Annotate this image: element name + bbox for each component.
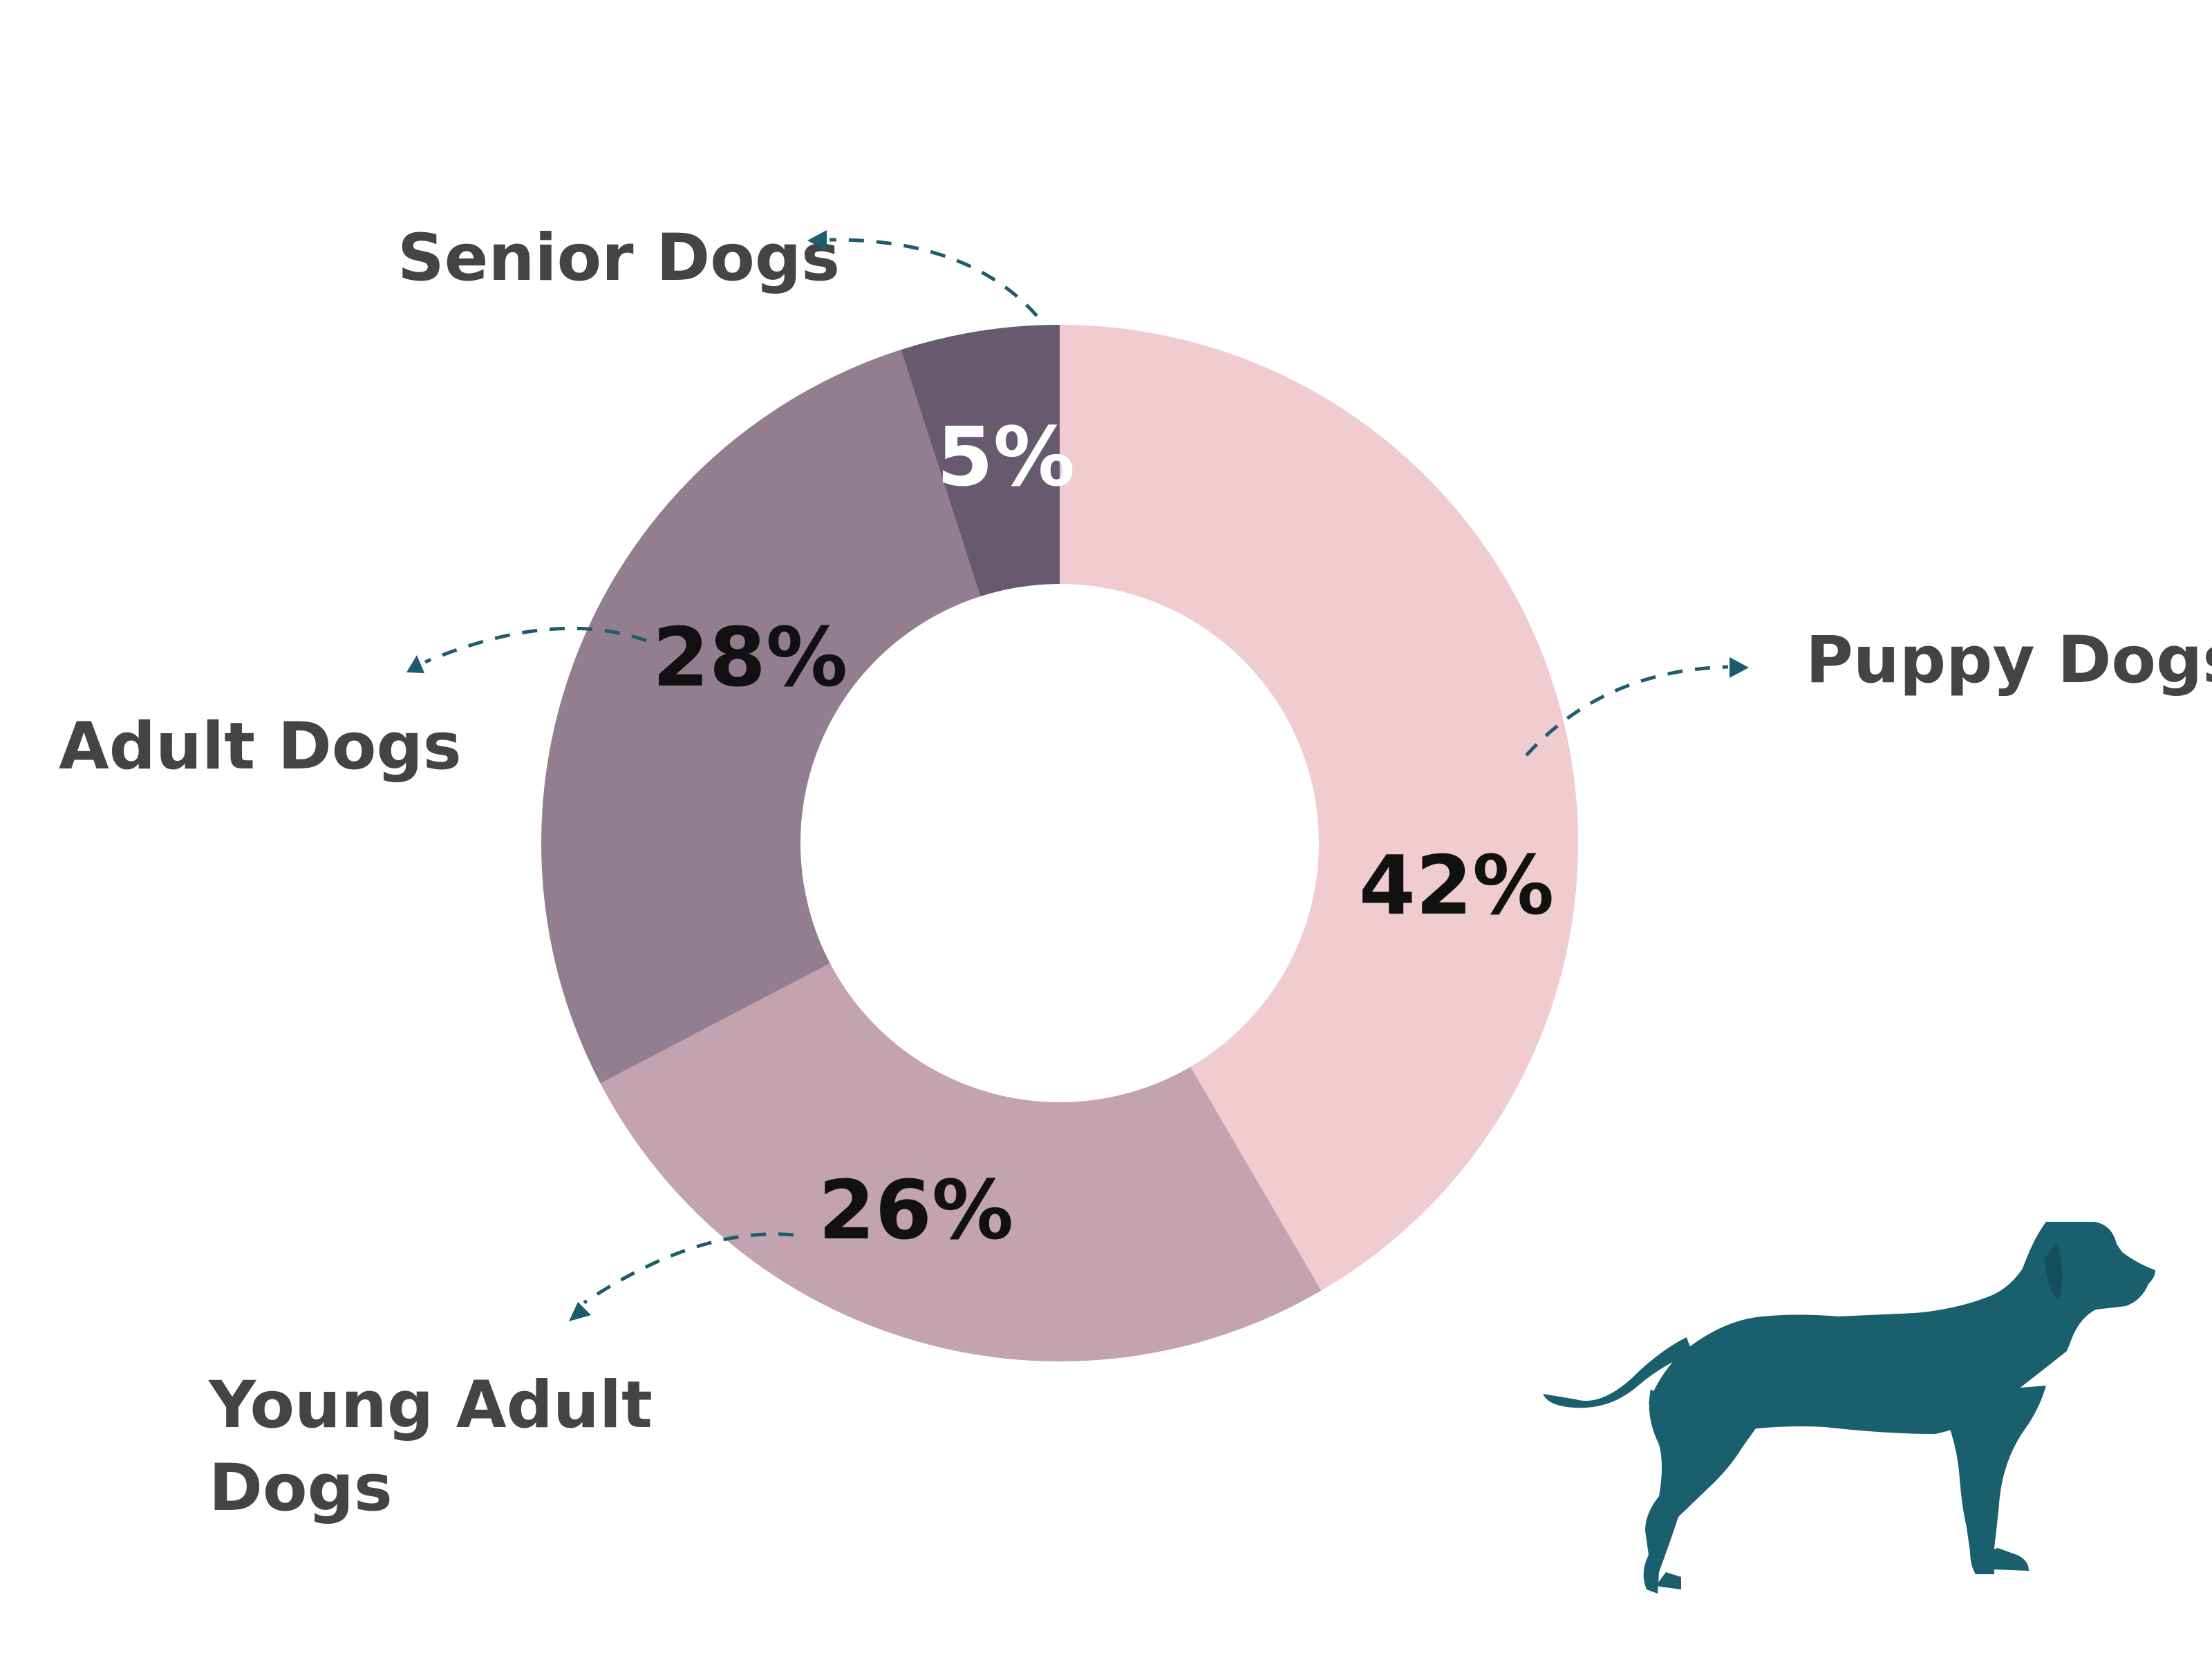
- leader-line-puppy-dogs: [1525, 665, 1729, 757]
- leader-line-senior-dogs: [829, 238, 1038, 317]
- category-labels: Puppy Dogs Young Adult Dogs Adult Dogs S…: [59, 220, 2212, 1526]
- category-label-senior-dogs: Senior Dogs: [397, 220, 840, 296]
- slice-adult-dogs: [541, 349, 981, 1084]
- slice-young-adult-dogs: [600, 963, 1322, 1362]
- arrow-head-senior-dogs: [807, 230, 827, 251]
- value-labels: 42% 26% 28% 5%: [653, 409, 1554, 1258]
- value-label-senior-dogs: 5%: [937, 409, 1075, 504]
- category-label-adult-dogs: Adult Dogs: [59, 709, 462, 784]
- value-label-young-adult-dogs: 26%: [818, 1162, 1013, 1258]
- slice-puppy-dogs: [1060, 325, 1578, 1291]
- category-label-young-adult-dogs-line2: Dogs: [209, 1451, 393, 1526]
- arrow-head-puppy-dogs: [1730, 657, 1749, 678]
- slice-senior-dogs: [901, 325, 1060, 596]
- leader-lines: [406, 230, 1749, 1321]
- arrow-head-young-adult-dogs: [569, 1302, 591, 1321]
- category-label-puppy-dogs: Puppy Dogs: [1806, 623, 2212, 698]
- category-label-young-adult-dogs-line1: Young Adult: [208, 1368, 653, 1443]
- arrow-head-adult-dogs: [406, 655, 424, 673]
- value-label-puppy-dogs: 42%: [1359, 838, 1554, 933]
- donut-slices: [541, 325, 1578, 1362]
- dog-silhouette-icon: [1543, 1222, 2155, 1594]
- value-label-adult-dogs: 28%: [653, 610, 847, 705]
